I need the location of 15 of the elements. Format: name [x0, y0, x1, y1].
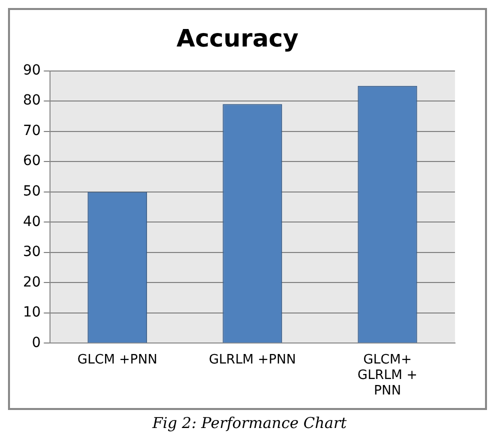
x-tick-label: GLCM +PNN [77, 352, 158, 368]
chart-title: Accuracy [176, 24, 299, 53]
y-tick-label: 30 [22, 244, 41, 260]
y-tick-label: 60 [22, 153, 41, 170]
y-tick-label: 40 [22, 214, 41, 230]
y-tick-label: 10 [22, 304, 41, 321]
y-tick-label: 70 [22, 122, 41, 139]
y-tick-label: 20 [22, 274, 41, 290]
x-tick-label: GLCM+ GLRLM + PNN [358, 352, 418, 399]
y-tick-label: 0 [32, 334, 41, 351]
caption: Fig 2: Performance Chart [151, 414, 348, 432]
x-tick-label: GLRLM +PNN [208, 352, 296, 368]
y-tick-label: 50 [22, 184, 41, 200]
y-tick-label: 90 [22, 62, 41, 78]
y-tick-label: 80 [22, 92, 41, 109]
